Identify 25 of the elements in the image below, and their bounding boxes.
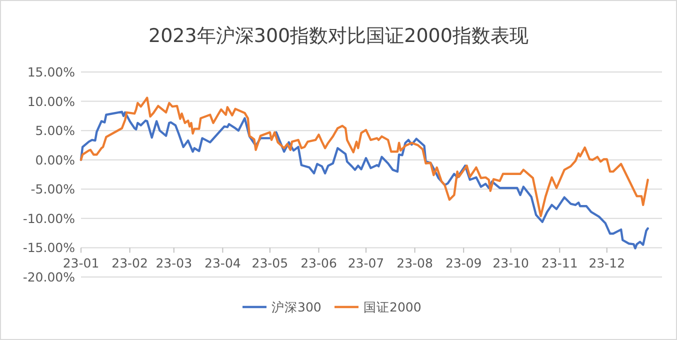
y-tick-label: 10.00% (27, 94, 76, 109)
x-tick-label: 23-02 (112, 256, 148, 271)
x-tick-label: 23-06 (300, 256, 337, 271)
y-tick-label: -5.00% (30, 182, 76, 197)
x-tick-label: 23-03 (156, 256, 192, 271)
x-tick-label: 23-09 (445, 256, 482, 271)
x-tick-label: 23-07 (348, 256, 384, 271)
y-tick-label: 0.00% (35, 152, 76, 168)
line-series (80, 110, 649, 250)
y-tick-label: 5.00% (35, 123, 76, 138)
line-series (80, 96, 649, 218)
chart-title: 2023年沪深300指数对比国证2000指数表现 (148, 25, 528, 47)
y-tick-label: -10.00% (22, 210, 76, 226)
x-tick-label: 23-05 (252, 256, 288, 271)
x-tick-label: 23-01 (62, 256, 100, 271)
x-tick-label: 23-12 (588, 256, 626, 271)
x-tick-label: 23-11 (541, 256, 578, 271)
y-tick-label: 15.00% (27, 64, 76, 80)
legend-label: 国证2000 (364, 300, 422, 314)
x-tick-label: 23-10 (492, 256, 530, 271)
x-tick-label: 23-08 (396, 256, 434, 271)
y-tick-label: -15.00% (22, 240, 76, 256)
x-tick-label: 23-04 (204, 256, 241, 271)
y-tick-label: -20.00% (22, 270, 76, 284)
legend-label: 沪深300 (272, 300, 322, 314)
